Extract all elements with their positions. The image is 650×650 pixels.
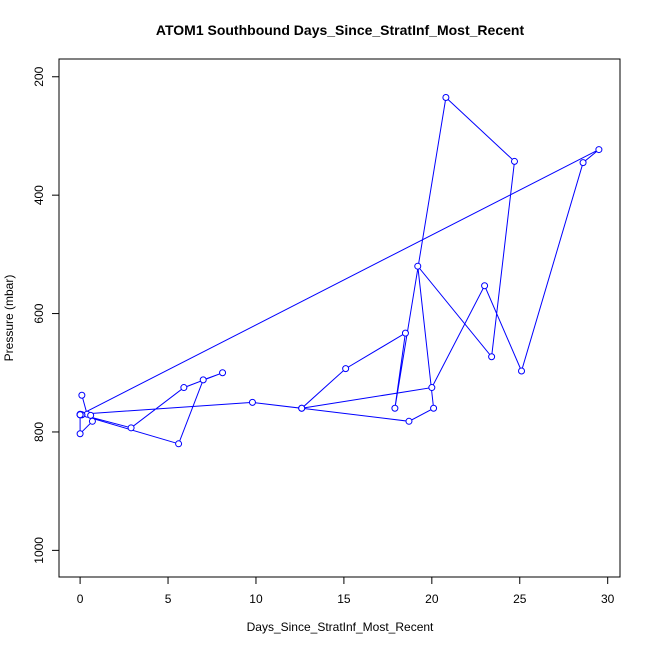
data-point [518,367,526,375]
data-point [391,404,399,412]
plot-frame [58,58,621,578]
data-point [199,376,207,384]
x-tick-label: 0 [77,592,84,606]
data-point [87,411,95,419]
y-axis: 200 400 600 800 1000 [32,66,60,564]
data-point [175,440,183,448]
data-point [248,398,256,406]
data-point [405,417,413,425]
x-tick-label: 10 [249,592,263,606]
series-points [76,93,603,448]
data-point [442,93,450,101]
data-point [78,391,86,399]
y-tick-label: 800 [32,422,46,442]
data-point [127,424,135,432]
data-point [510,157,518,165]
x-tick-label: 5 [165,592,172,606]
x-axis-label: Days_Since_StratInf_Most_Recent [247,620,434,634]
data-point [481,282,489,290]
y-tick-label: 600 [32,303,46,323]
data-point [579,159,587,167]
x-tick-label: 25 [513,592,527,606]
data-point [342,365,350,373]
y-tick-label: 1000 [32,537,46,564]
x-tick-label: 20 [425,592,439,606]
data-point [595,146,603,154]
data-point [430,404,438,412]
data-point [88,417,96,425]
series-line [79,96,600,445]
data-point [428,384,436,392]
y-tick-label: 400 [32,185,46,205]
y-tick-label: 200 [32,66,46,86]
data-point [219,369,227,377]
data-point [76,430,84,438]
series-lines [79,96,600,445]
x-tick-label: 30 [601,592,615,606]
y-axis-label: Pressure (mbar) [2,275,16,362]
data-point [180,384,188,392]
chart-title: ATOM1 Southbound Days_Since_StratInf_Mos… [156,22,525,38]
x-axis: 0 5 10 15 20 25 30 [77,576,615,606]
data-point [401,329,409,337]
data-point [414,262,422,270]
data-point [298,404,306,412]
data-point [488,353,496,361]
x-tick-label: 15 [337,592,351,606]
data-point [76,411,84,419]
